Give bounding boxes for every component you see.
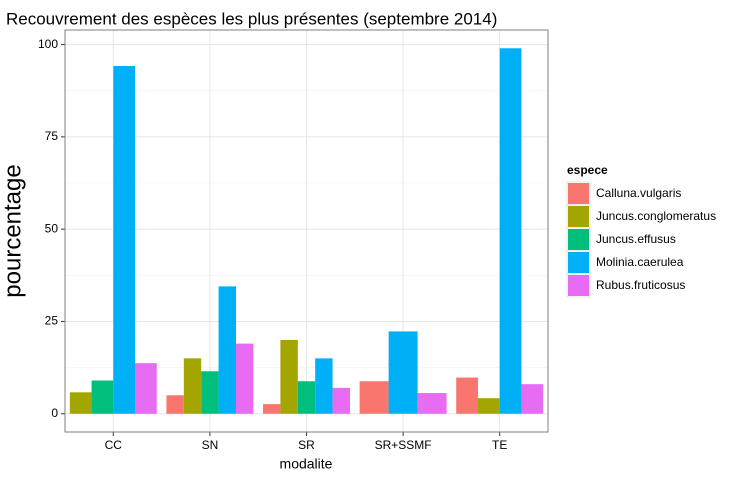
x-tick-label: SR bbox=[298, 438, 315, 452]
bar bbox=[135, 363, 157, 414]
bar bbox=[280, 339, 298, 414]
legend-label: Rubus.fruticosus bbox=[596, 278, 685, 292]
bar bbox=[69, 392, 92, 414]
bar bbox=[499, 48, 522, 414]
legend-swatch bbox=[568, 206, 589, 227]
y-tick-label: 50 bbox=[45, 221, 59, 235]
bar bbox=[477, 398, 500, 414]
x-tick-label: CC bbox=[105, 438, 123, 452]
y-tick-label: 0 bbox=[51, 406, 58, 420]
bar bbox=[359, 381, 389, 414]
bar bbox=[166, 395, 184, 414]
bar bbox=[456, 377, 478, 414]
y-axis-label: pourcentage bbox=[0, 164, 26, 297]
x-tick-label: SR+SSMF bbox=[375, 438, 432, 452]
legend-swatch bbox=[568, 275, 589, 296]
bar bbox=[417, 393, 447, 414]
chart-title: Recouvrement des espèces les plus présen… bbox=[6, 9, 497, 28]
x-tick-label: TE bbox=[492, 438, 507, 452]
bar bbox=[218, 286, 236, 414]
y-tick-label: 25 bbox=[45, 314, 59, 328]
legend-swatch bbox=[568, 252, 589, 273]
bar bbox=[521, 384, 544, 414]
legend-swatch bbox=[568, 183, 589, 204]
legend-label: Molinia.caerulea bbox=[596, 255, 684, 269]
bar bbox=[315, 358, 333, 414]
y-tick-label: 75 bbox=[45, 129, 59, 143]
y-tick-label: 100 bbox=[38, 37, 58, 51]
bar bbox=[263, 404, 281, 414]
bar bbox=[297, 381, 316, 414]
x-tick-label: SN bbox=[202, 438, 219, 452]
bar bbox=[113, 65, 136, 414]
bar bbox=[201, 371, 219, 414]
legend-label: Juncus.effusus bbox=[596, 232, 676, 246]
bar bbox=[235, 343, 254, 414]
legend-title: espece bbox=[567, 163, 608, 177]
panel-border bbox=[64, 29, 549, 433]
x-axis-label: modalite bbox=[280, 456, 333, 472]
legend-label: Juncus.conglomeratus bbox=[596, 209, 716, 223]
bar bbox=[183, 358, 202, 414]
bar bbox=[332, 387, 350, 414]
legend-swatch bbox=[568, 229, 589, 250]
bar bbox=[388, 331, 418, 414]
bar bbox=[91, 380, 114, 414]
legend-label: Calluna.vulgaris bbox=[596, 186, 681, 200]
